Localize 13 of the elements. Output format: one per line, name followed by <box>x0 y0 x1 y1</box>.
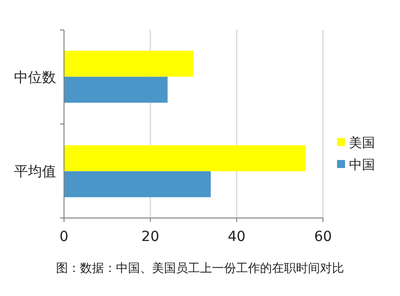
bar <box>64 171 211 198</box>
x-tick-label: 60 <box>314 229 332 245</box>
x-tick-label: 40 <box>228 229 246 245</box>
bar <box>64 145 306 172</box>
bar <box>64 76 168 103</box>
legend-label: 中国 <box>349 158 375 173</box>
y-tick-label: 中位数 <box>14 70 56 86</box>
x-tick-label: 0 <box>60 229 68 245</box>
x-tick-label: 20 <box>141 229 160 245</box>
y-tick-label: 平均值 <box>14 164 56 180</box>
legend-label: 美国 <box>349 135 375 151</box>
bar <box>64 50 194 77</box>
text: 图：数据：中国、美国员工上一份工作的在职时间对比 <box>56 261 344 275</box>
